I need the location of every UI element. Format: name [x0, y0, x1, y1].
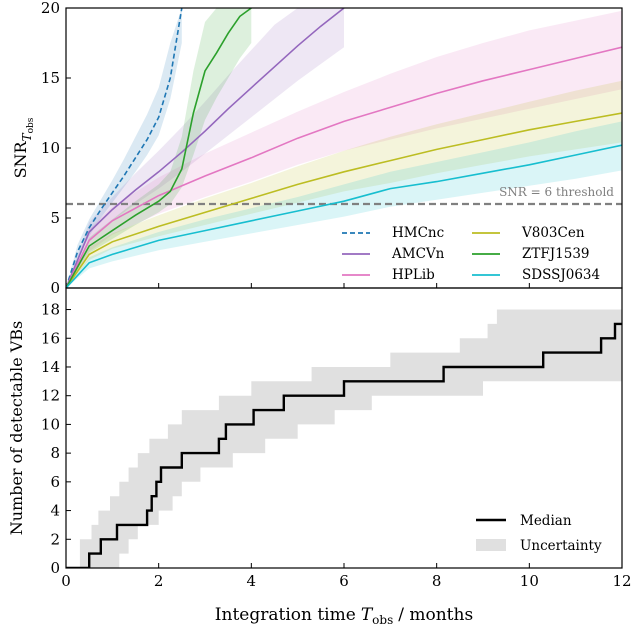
vb-ytick-label: 16 [41, 329, 60, 347]
legend-label-hplib: HPLib [392, 267, 435, 283]
snr-ytick-label: 5 [50, 209, 60, 227]
vb-ytick-label: 12 [41, 387, 60, 405]
vb-ytick-label: 8 [50, 444, 60, 462]
vb-legend: Median Uncertainty [476, 513, 602, 554]
series-amcvn [66, 8, 345, 288]
vb-xtick-label: 0 [61, 572, 71, 590]
series-ztfj1539 [66, 8, 252, 288]
vb-ytick-label: 2 [50, 530, 60, 548]
legend-label-ztfj1539: ZTFJ1539 [522, 246, 590, 262]
vb-xtick-label: 2 [154, 572, 164, 590]
legend-label-hmcnc: HMCnc [392, 225, 444, 241]
vb-ytick-label: 0 [50, 559, 60, 577]
snr-ylabel: SNRTobs [11, 117, 36, 178]
vb-ytick-label: 18 [41, 301, 60, 319]
snr-ytick-label: 0 [50, 279, 60, 297]
vb-xtick-label: 10 [520, 572, 539, 590]
vb-ytick-label: 14 [41, 358, 60, 376]
vb-xtick-label: 6 [339, 572, 349, 590]
legend-label-v803cen: V803Cen [521, 225, 585, 241]
snr-ytick-label: 20 [41, 0, 60, 17]
vb-ylabel: Number of detectable VBs [7, 321, 26, 536]
vb-xtick-label: 4 [247, 572, 257, 590]
band-v803cen [66, 80, 622, 288]
snr-legend: HMCnc AMCVn HPLib V803Cen ZTFJ1539 SDSSJ0634 [342, 225, 600, 283]
series-hmcnc [66, 8, 183, 288]
band-ztfj1539 [66, 8, 252, 288]
series-v803cen [66, 112, 622, 288]
snr-ytick-label: 15 [41, 69, 60, 87]
legend-swatch-uncertainty [476, 539, 506, 551]
series-sdssj0634 [66, 144, 622, 288]
vb-panel: 0 2 4 6 8 10 12 14 16 18 0 2 4 6 8 10 12 Median Uncertain… [7, 287, 631, 590]
median-line [66, 322, 622, 568]
snr-panel: 0 5 10 15 20 HMCnc AMCVn HPLib V803Cen ZTFJ1539 S… [11, 0, 623, 297]
vb-ytick-label: 4 [50, 502, 60, 520]
legend-label-sdssj0634: SDSSJ0634 [522, 267, 600, 283]
legend-label-amcvn: AMCVn [391, 246, 445, 262]
threshold-label: SNR = 6 threshold [499, 185, 614, 199]
legend-label-uncertainty: Uncertainty [520, 538, 602, 554]
band-amcvn [66, 8, 344, 288]
vb-xtick-label: 8 [432, 572, 442, 590]
vb-xtick-label: 12 [612, 572, 631, 590]
uncertainty-band [66, 295, 622, 568]
vb-ytick-label: 6 [50, 473, 60, 491]
vb-ytick-label: 10 [41, 415, 60, 433]
series-hplib [66, 46, 622, 288]
legend-label-median: Median [520, 513, 572, 529]
x-axis-label: Integration time Tobs / months [215, 605, 473, 627]
snr-ytick-label: 10 [41, 139, 60, 157]
